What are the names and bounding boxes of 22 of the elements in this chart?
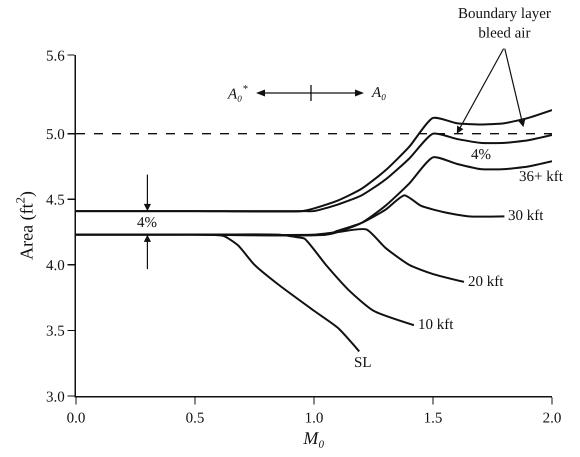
series-label: 30 kft	[508, 208, 544, 224]
x-tick-label: 1.5	[424, 410, 442, 426]
annotation: Boundary layer bleed air	[458, 6, 551, 42]
x-tick-label: 2.0	[542, 410, 562, 426]
series-label: 36+ kft	[519, 169, 564, 185]
annotation: 4%	[471, 147, 491, 163]
y-tick-label: 3.5	[46, 324, 65, 340]
y-tick-label: 3.0	[46, 389, 65, 406]
x-tick-label: 0.5	[186, 410, 204, 426]
series-label: SL	[354, 355, 372, 371]
y-tick-label: 4.5	[46, 192, 65, 209]
x-axis-title: M₀	[302, 428, 325, 448]
annotation: 4%	[137, 215, 157, 231]
annotation: A₀	[371, 85, 386, 101]
y-tick-label: 5.0	[46, 126, 65, 143]
x-tick-label: 0.0	[66, 410, 86, 426]
series-label: 20 kft	[468, 274, 504, 290]
x-tick-label: 1.0	[304, 410, 324, 426]
y-tick-label: 4.0	[46, 258, 65, 274]
y-tick-label: 5.6	[46, 48, 66, 64]
series-label: 10 kft	[418, 317, 454, 333]
annotation: A₀$^{*}$	[227, 84, 248, 102]
